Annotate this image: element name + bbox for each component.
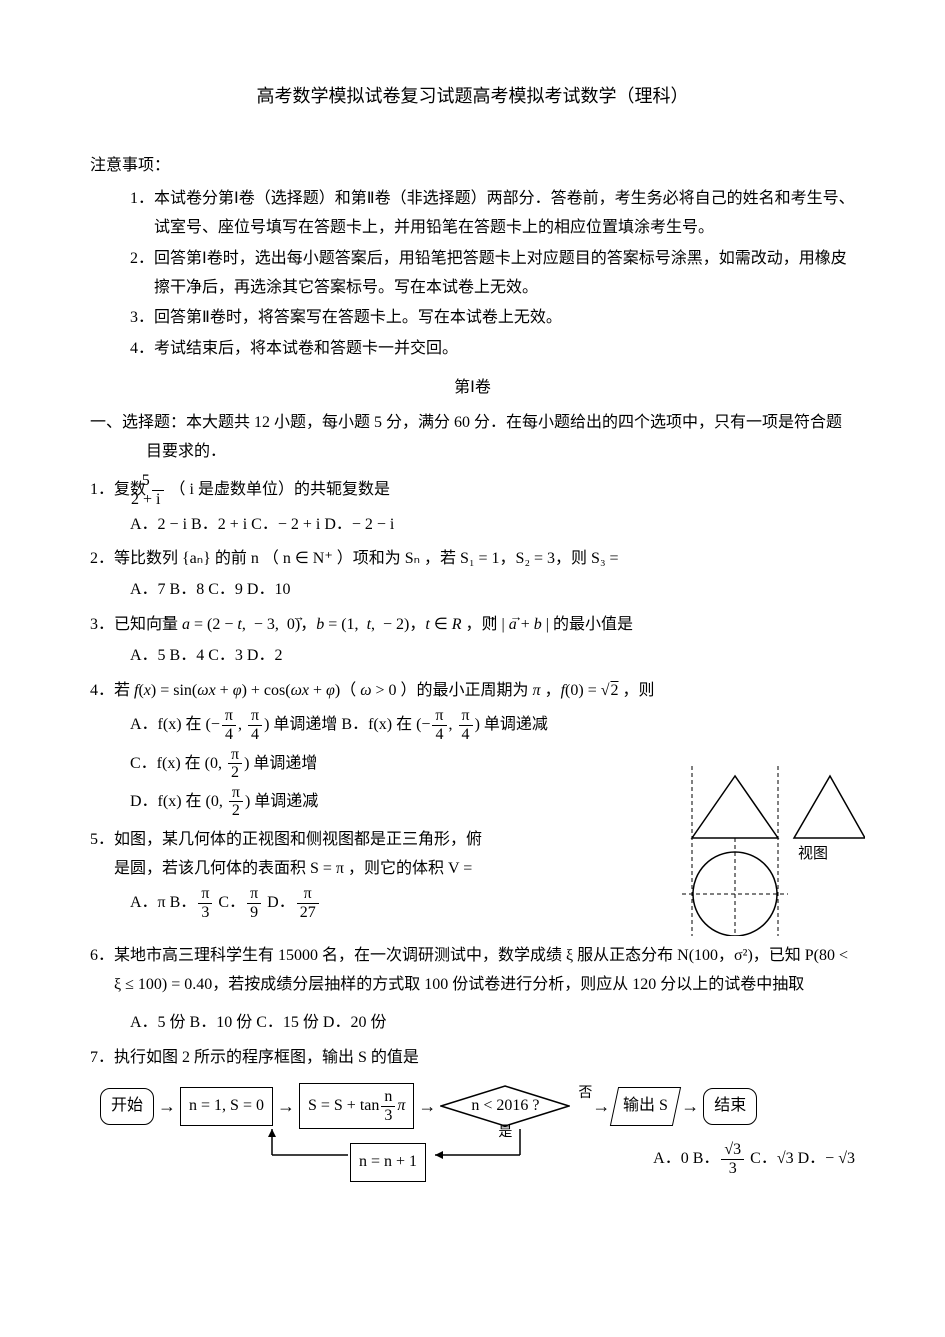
q5-figure: 视图	[670, 766, 865, 947]
frac-den: 3	[721, 1160, 744, 1178]
frac-num: π	[222, 707, 236, 726]
frac-den: 3	[198, 904, 212, 922]
question-6: 6．某地市高三理科学生有 15000 名，在一次调研测试中，数学成绩 ξ 服从正…	[90, 942, 855, 1038]
q7-options: A．0 B．√33 C．√3 D．− √3	[653, 1141, 855, 1177]
frac-den: 2 + i	[152, 491, 163, 509]
opt-b-pre: B．f(x) 在 (−	[341, 716, 430, 733]
arrow-icon: →	[590, 1090, 612, 1122]
q2-text: 2．等比数列 {aₙ} 的前 n （ n ∈ N⁺ ）项和为 Sₙ ，若 S₁ …	[90, 545, 855, 574]
frac-num: π	[432, 707, 446, 726]
opt-c-pre: C．f(x) 在 (0,	[130, 754, 226, 771]
fc-assign: S = S + tann3π	[299, 1083, 414, 1129]
q1-post: （ i 是虚数单位）的共轭复数是	[170, 481, 390, 498]
q7-flowchart: 开始 → n = 1, S = 0 → S = S + tann3π → n <…	[100, 1083, 855, 1175]
frac-num: n	[381, 1088, 395, 1107]
arrow-icon: →	[679, 1090, 701, 1122]
q5-opt-pre: A．π B．	[130, 894, 196, 911]
opt-a-mid: ,	[238, 716, 246, 733]
fc-init: n = 1, S = 0	[180, 1087, 273, 1126]
question-2: 2．等比数列 {aₙ} 的前 n （ n ∈ N⁺ ）项和为 Sₙ ，若 S₁ …	[90, 545, 855, 605]
notice-list: 1．本试卷分第Ⅰ卷（选择题）和第Ⅱ卷（非选择题）两部分．答卷前，考生务必将自己的…	[90, 185, 855, 364]
frac-den: 4	[432, 726, 446, 744]
frac-den: 27	[297, 904, 319, 922]
opt-a-post: ) 单调递增	[264, 716, 337, 733]
q1-fraction: 5 2 + i	[152, 472, 163, 508]
frac-num: π	[228, 746, 242, 765]
q2-options: A．7 B．8 C．9 D．10	[90, 576, 855, 605]
q5-opt-mid2: D．	[263, 894, 295, 911]
frac-num: π	[198, 885, 212, 904]
q4-option-ab: A．f(x) 在 (−π4, π4) 单调递增 B．f(x) 在 (−π4, π…	[90, 707, 855, 743]
q1-options: A．2 − i B．2 + i C．− 2 + i D．− 2 − i	[90, 511, 855, 540]
arrow-icon: →	[275, 1090, 297, 1122]
frac-den: 9	[247, 904, 261, 922]
frac-num: π	[459, 707, 473, 726]
opt-d-pre: D．f(x) 在 (0,	[130, 792, 227, 809]
question-5: 视图 5．如图，某几何体的正视图和侧视图都是正三角形，俯 是圆，若该几何体的表面…	[90, 826, 855, 936]
q5-side-label: 视图	[798, 841, 828, 868]
q3-text: 3．已知向量 a = (2 − t, − 3, 0)，b = (1, t, − …	[90, 611, 855, 640]
fc-step: n = n + 1	[350, 1143, 426, 1182]
frac-den: 2	[229, 802, 243, 820]
opt-b-mid: ,	[449, 716, 457, 733]
section-heading: 一、选择题：本大题共 12 小题，每小题 5 分，满分 60 分．在每小题给出的…	[90, 409, 855, 467]
frac-num: √3	[721, 1141, 744, 1160]
notice-item: 1．本试卷分第Ⅰ卷（选择题）和第Ⅱ卷（非选择题）两部分．答卷前，考生务必将自己的…	[130, 185, 855, 243]
question-7: 7．执行如图 2 所示的程序框图，输出 S 的值是 开始 → n = 1, S …	[90, 1044, 855, 1175]
assign-post: π	[397, 1097, 405, 1114]
fc-end: 结束	[703, 1088, 757, 1125]
frac-den: 3	[381, 1107, 395, 1125]
notice-item: 4．考试结束后，将本试卷和答题卡一并交回。	[130, 335, 855, 364]
frac-den: 4	[248, 726, 262, 744]
frac-num: π	[229, 784, 243, 803]
assign-pre: S = S + tan	[308, 1097, 379, 1114]
frac-num: π	[247, 885, 261, 904]
question-3: 3．已知向量 a = (2 − t, − 3, 0)，b = (1, t, − …	[90, 611, 855, 671]
frac-num: π	[297, 885, 319, 904]
frac-num: 5	[152, 472, 163, 491]
cond-text: n < 2016 ?	[471, 1092, 539, 1121]
notice-heading: 注意事项：	[90, 152, 855, 181]
q6-options: A．5 份 B．10 份 C．15 份 D．20 份	[90, 1009, 855, 1038]
opt-d-post: ) 单调递减	[245, 792, 318, 809]
fc-output: 输出 S	[610, 1087, 681, 1126]
fc-start: 开始	[100, 1088, 154, 1125]
fc-condition: n < 2016 ? 否 是	[440, 1085, 570, 1127]
frac-den: 4	[222, 726, 236, 744]
notice-item: 2．回答第Ⅰ卷时，选出每小题答案后，用铅笔把答题卡上对应题目的答案标号涂黑，如需…	[130, 245, 855, 303]
part-title: 第Ⅰ卷	[90, 374, 855, 403]
q7-text: 7．执行如图 2 所示的程序框图，输出 S 的值是	[90, 1044, 855, 1073]
q6-text: 6．某地市高三理科学生有 15000 名，在一次调研测试中，数学成绩 ξ 服从正…	[90, 942, 855, 1000]
arrow-icon: →	[156, 1090, 178, 1122]
question-1: 1．复数 5 2 + i （ i 是虚数单位）的共轭复数是 A．2 − i B．…	[90, 472, 855, 539]
frac-num: π	[248, 707, 262, 726]
q7-opt-mid: C．√3 D．− √3	[746, 1150, 855, 1167]
q1-num: 1．	[90, 481, 114, 498]
fc-no-label: 否	[578, 1081, 592, 1106]
opt-c-post: ) 单调递增	[244, 754, 317, 771]
q5-svg	[670, 766, 865, 936]
frac-den: 2	[228, 764, 242, 782]
q5-opt-mid1: C．	[214, 894, 245, 911]
notice-item: 3．回答第Ⅱ卷时，将答案写在答题卡上。写在本试卷上无效。	[130, 304, 855, 333]
fc-loop-svg	[260, 1129, 680, 1175]
q7-opt-pre: A．0 B．	[653, 1150, 719, 1167]
arrow-icon: →	[416, 1090, 438, 1122]
frac-den: 4	[459, 726, 473, 744]
page-title: 高考数学模拟试卷复习试题高考模拟考试数学（理科）	[90, 80, 855, 112]
q4-text: 4．若 f(x) = sin(ωx + φ) + cos(ωx + φ)（ ω …	[90, 677, 855, 706]
opt-b-post: ) 单调递减	[475, 716, 548, 733]
q3-options: A．5 B．4 C．3 D．2	[90, 642, 855, 671]
opt-a-pre: A．f(x) 在 (−	[130, 716, 220, 733]
